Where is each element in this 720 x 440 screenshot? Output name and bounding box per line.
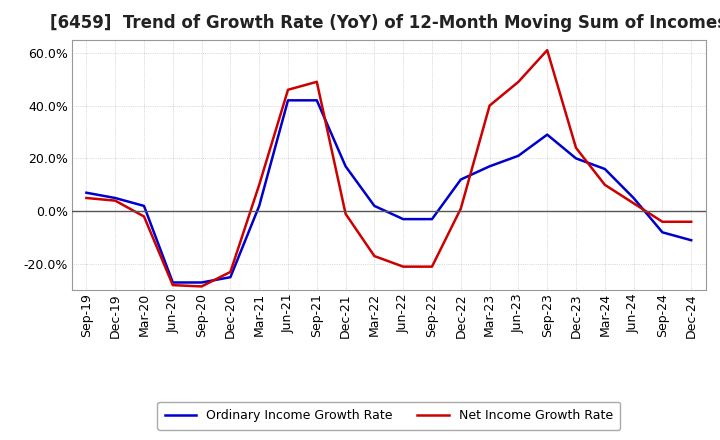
Ordinary Income Growth Rate [600, 166, 609, 172]
Net Income Growth Rate [428, 264, 436, 269]
Ordinary Income Growth Rate [140, 203, 148, 209]
Ordinary Income Growth Rate [572, 156, 580, 161]
Net Income Growth Rate [341, 211, 350, 216]
Ordinary Income Growth Rate [341, 164, 350, 169]
Ordinary Income Growth Rate [428, 216, 436, 222]
Net Income Growth Rate [572, 145, 580, 150]
Net Income Growth Rate [629, 201, 638, 206]
Ordinary Income Growth Rate [312, 98, 321, 103]
Ordinary Income Growth Rate [399, 216, 408, 222]
Ordinary Income Growth Rate [82, 190, 91, 195]
Net Income Growth Rate [456, 206, 465, 211]
Line: Net Income Growth Rate: Net Income Growth Rate [86, 50, 691, 286]
Title: [6459]  Trend of Growth Rate (YoY) of 12-Month Moving Sum of Incomes: [6459] Trend of Growth Rate (YoY) of 12-… [50, 15, 720, 33]
Net Income Growth Rate [687, 219, 696, 224]
Net Income Growth Rate [197, 284, 206, 289]
Net Income Growth Rate [543, 48, 552, 53]
Net Income Growth Rate [284, 87, 292, 92]
Net Income Growth Rate [600, 182, 609, 187]
Net Income Growth Rate [399, 264, 408, 269]
Legend: Ordinary Income Growth Rate, Net Income Growth Rate: Ordinary Income Growth Rate, Net Income … [157, 402, 621, 430]
Net Income Growth Rate [485, 103, 494, 108]
Ordinary Income Growth Rate [255, 203, 264, 209]
Ordinary Income Growth Rate [543, 132, 552, 137]
Line: Ordinary Income Growth Rate: Ordinary Income Growth Rate [86, 100, 691, 282]
Net Income Growth Rate [82, 195, 91, 201]
Net Income Growth Rate [140, 214, 148, 219]
Ordinary Income Growth Rate [111, 195, 120, 201]
Ordinary Income Growth Rate [370, 203, 379, 209]
Ordinary Income Growth Rate [629, 195, 638, 201]
Net Income Growth Rate [226, 269, 235, 275]
Net Income Growth Rate [111, 198, 120, 203]
Net Income Growth Rate [312, 79, 321, 84]
Net Income Growth Rate [370, 253, 379, 259]
Ordinary Income Growth Rate [226, 275, 235, 280]
Ordinary Income Growth Rate [456, 177, 465, 182]
Net Income Growth Rate [514, 79, 523, 84]
Net Income Growth Rate [658, 219, 667, 224]
Ordinary Income Growth Rate [168, 280, 177, 285]
Ordinary Income Growth Rate [485, 164, 494, 169]
Ordinary Income Growth Rate [514, 153, 523, 158]
Net Income Growth Rate [168, 282, 177, 288]
Ordinary Income Growth Rate [284, 98, 292, 103]
Ordinary Income Growth Rate [658, 230, 667, 235]
Ordinary Income Growth Rate [197, 280, 206, 285]
Net Income Growth Rate [255, 182, 264, 187]
Ordinary Income Growth Rate [687, 238, 696, 243]
